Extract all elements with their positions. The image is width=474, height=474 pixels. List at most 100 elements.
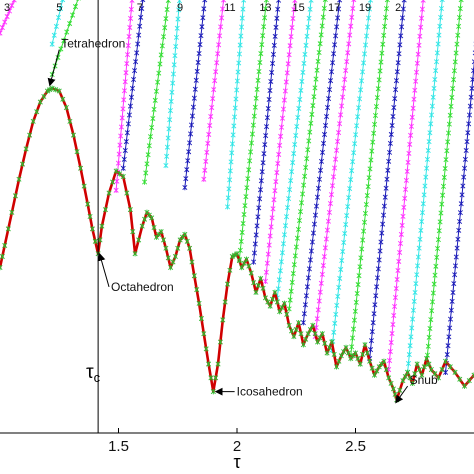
branch-point: [317, 289, 323, 295]
envelope-point: [12, 193, 18, 199]
branch-point: [357, 264, 363, 270]
branch-point: [468, 94, 474, 100]
branch-point: [404, 168, 410, 175]
branch-point: [462, 165, 468, 171]
branch-point: [265, 251, 271, 257]
branch-point: [286, 306, 292, 312]
branch-point: [129, 0, 135, 4]
branch-point: [335, 138, 341, 145]
branch-point: [58, 5, 64, 12]
branch-point: [397, 42, 403, 48]
envelope-point: [165, 255, 171, 261]
branch-point: [421, 192, 427, 198]
branch-point: [314, 194, 320, 200]
envelope-point: [37, 99, 43, 105]
branch-point: [376, 77, 382, 83]
envelope-point: [265, 299, 271, 305]
branch-point: [429, 308, 435, 314]
branch-point: [293, 244, 299, 250]
branch-point: [382, 194, 388, 200]
branch-point: [155, 79, 161, 85]
branch-point: [459, 192, 465, 198]
branch-point: [299, 78, 305, 85]
branch-point: [169, 89, 175, 95]
branch-point: [167, 107, 173, 114]
branch-series: [300, 0, 343, 326]
branch-point: [113, 187, 119, 193]
branch-point: [60, 0, 66, 3]
branch-point: [318, 158, 325, 165]
branch-point: [332, 320, 338, 327]
branch-point: [330, 174, 337, 180]
branch-series: [163, 0, 182, 169]
envelope-point: [229, 253, 235, 260]
branch-point: [235, 69, 241, 75]
branch-point: [365, 183, 371, 190]
envelope-point: [371, 372, 377, 378]
branch-point: [268, 78, 274, 85]
envelope-point: [198, 315, 204, 322]
envelope-point: [246, 263, 252, 269]
branch-point: [422, 183, 428, 189]
envelope-point: [130, 228, 136, 235]
branch-point: [374, 94, 380, 101]
branch-point: [466, 112, 472, 118]
branch-point: [207, 122, 213, 129]
branch-point: [297, 96, 303, 103]
branch-point: [127, 24, 133, 31]
branch-point: [188, 131, 194, 137]
branch-series: [49, 0, 66, 47]
branch-point: [420, 201, 426, 207]
branch-point: [410, 105, 416, 111]
branch-point: [232, 105, 238, 111]
envelope-point: [67, 118, 73, 125]
envelope-point: [364, 350, 370, 356]
branch-point: [254, 223, 260, 229]
branch-point: [436, 228, 442, 234]
envelope-point: [142, 216, 148, 222]
envelope-point: [41, 93, 47, 100]
branch-point: [377, 68, 383, 74]
branch-point: [267, 87, 273, 94]
branch-point: [295, 114, 301, 121]
branch-point: [366, 6, 373, 12]
branch-point: [336, 129, 342, 136]
branch-point: [122, 147, 128, 154]
branch-point: [427, 325, 433, 332]
branch-series: [405, 0, 445, 376]
branch-point: [418, 227, 424, 234]
branch-point: [125, 121, 131, 127]
branch-point: [356, 105, 362, 111]
branch-point: [340, 94, 346, 100]
branch-point: [64, 29, 70, 35]
branch-point: [457, 5, 463, 12]
branch-point: [313, 76, 319, 82]
branch-point: [182, 184, 188, 191]
branch-point: [454, 41, 460, 47]
branch-point: [289, 24, 295, 31]
branch-point: [135, 41, 141, 47]
branch-point: [437, 23, 443, 29]
branch-point: [231, 123, 237, 129]
branch-point: [310, 102, 316, 109]
branch-point: [396, 51, 402, 57]
branch-point: [186, 149, 192, 155]
branch-point: [394, 276, 400, 283]
envelope-point: [419, 372, 425, 378]
branch-point: [206, 131, 212, 138]
envelope-point: [232, 252, 238, 258]
envelope-point: [239, 264, 245, 271]
branch-point: [351, 0, 357, 3]
branch-point: [277, 142, 283, 149]
branch-point: [302, 51, 308, 58]
branch-point: [303, 164, 309, 171]
branch-point: [443, 156, 449, 163]
branch-label: 15: [292, 2, 304, 14]
envelope-point: [248, 270, 254, 276]
branch-point: [128, 15, 134, 22]
branch-series: [329, 0, 374, 353]
branch-point: [153, 88, 159, 94]
branch-point: [190, 104, 196, 110]
branch-point: [215, 51, 221, 57]
branch-point: [456, 23, 462, 30]
